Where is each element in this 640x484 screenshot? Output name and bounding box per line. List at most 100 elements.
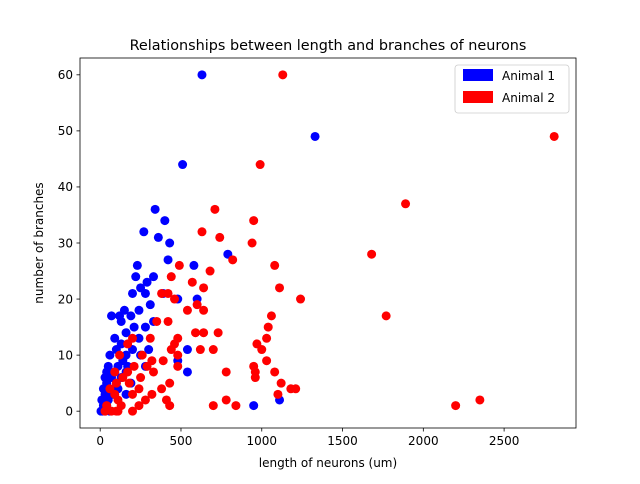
data-point-animal-2 [197, 227, 207, 237]
data-point-animal-1 [134, 333, 144, 343]
x-tick-label: 2000 [408, 434, 439, 448]
y-tick-label: 0 [65, 404, 73, 418]
data-point-animal-1 [249, 401, 259, 411]
data-point-animal-2 [266, 311, 276, 321]
data-point-animal-1 [105, 350, 115, 360]
y-axis-ticks: 0 10 20 30 40 50 60 [58, 68, 80, 418]
data-point-animal-2 [210, 204, 220, 214]
data-point-animal-1 [131, 272, 141, 282]
data-point-animal-2 [174, 260, 184, 270]
data-point-animal-1 [182, 345, 192, 355]
x-tick-label: 2500 [489, 434, 520, 448]
data-point-animal-1 [121, 328, 131, 338]
data-point-animal-2 [157, 384, 167, 394]
data-point-animal-2 [199, 328, 209, 338]
data-point-animal-1 [160, 216, 170, 226]
data-point-animal-2 [213, 328, 223, 338]
data-point-animal-2 [262, 333, 272, 343]
data-point-animal-2 [157, 288, 167, 298]
data-point-animal-1 [140, 322, 150, 332]
data-point-animal-2 [113, 406, 123, 416]
data-point-animal-2 [231, 401, 241, 411]
data-point-animal-1 [189, 260, 199, 270]
data-point-animal-2 [263, 322, 273, 332]
data-point-animal-2 [215, 232, 225, 242]
data-point-animal-1 [126, 311, 136, 321]
data-point-animal-2 [270, 260, 280, 270]
data-point-animal-2 [291, 384, 301, 394]
data-point-animal-2 [100, 406, 110, 416]
data-point-animal-2 [140, 395, 150, 405]
data-point-animal-2 [163, 316, 173, 326]
x-axis-ticks: 0 500 1000 1500 2000 2500 [96, 428, 519, 448]
x-tick-label: 1000 [246, 434, 277, 448]
x-tick-label: 1500 [327, 434, 358, 448]
data-point-animal-2 [124, 378, 134, 388]
data-point-animal-2 [170, 294, 180, 304]
data-point-animal-2 [270, 367, 280, 377]
data-point-animal-2 [137, 350, 147, 360]
data-point-animal-2 [549, 131, 559, 141]
data-point-animal-2 [147, 389, 157, 399]
data-point-animal-1 [310, 131, 320, 141]
data-point-animal-2 [173, 361, 183, 371]
data-point-animal-1 [128, 288, 138, 298]
data-point-animal-2 [191, 328, 201, 338]
data-point-animal-1 [140, 288, 150, 298]
data-point-animal-2 [451, 401, 461, 411]
y-tick-label: 60 [58, 68, 73, 82]
chart-title: Relationships between length and branche… [130, 38, 527, 54]
data-point-animal-2 [166, 345, 176, 355]
data-point-animal-1 [150, 204, 160, 214]
data-point-animal-2 [255, 160, 265, 170]
data-point-animal-2 [110, 367, 120, 377]
data-point-animal-2 [475, 395, 485, 405]
data-point-animal-2 [115, 350, 125, 360]
data-point-animal-2 [158, 356, 168, 366]
data-point-animal-2 [152, 316, 162, 326]
data-point-animal-2 [250, 373, 260, 383]
data-point-animal-2 [134, 401, 144, 411]
data-point-animal-1 [165, 238, 175, 248]
data-point-animal-2 [296, 294, 306, 304]
data-point-animal-2 [136, 373, 146, 383]
data-point-animal-1 [107, 311, 116, 321]
legend-swatch-animal-2 [463, 91, 493, 103]
x-tick-label: 500 [170, 434, 193, 448]
y-tick-label: 40 [58, 180, 73, 194]
data-point-animal-1 [144, 345, 154, 355]
legend: Animal 1 Animal 2 [454, 64, 570, 114]
data-point-animal-2 [205, 266, 215, 276]
data-point-animal-2 [228, 255, 238, 265]
data-point-animal-2 [381, 311, 391, 321]
data-point-animal-2 [128, 389, 138, 399]
data-point-animal-2 [275, 283, 285, 293]
data-point-animal-1 [163, 255, 173, 265]
y-tick-label: 10 [58, 348, 73, 362]
data-point-animal-2 [247, 238, 257, 248]
data-point-animal-1 [132, 260, 142, 270]
data-point-animal-2 [173, 350, 183, 360]
data-point-animal-2 [142, 361, 152, 371]
legend-label-animal-2: Animal 2 [502, 91, 555, 105]
data-point-animal-1 [182, 367, 192, 377]
data-point-animal-2 [262, 356, 272, 366]
data-point-animal-2 [149, 367, 159, 377]
y-tick-label: 50 [58, 124, 73, 138]
data-point-animal-2 [199, 305, 209, 315]
data-point-animal-2 [367, 249, 377, 259]
data-point-animal-2 [192, 300, 202, 310]
data-point-animal-2 [276, 378, 286, 388]
data-point-animal-2 [163, 288, 173, 298]
data-point-animal-2 [187, 277, 197, 287]
data-point-animal-2 [165, 378, 175, 388]
data-point-animal-2 [145, 333, 155, 343]
data-point-animal-2 [278, 70, 288, 80]
data-points [96, 70, 559, 416]
data-point-animal-2 [208, 401, 218, 411]
y-tick-label: 20 [58, 292, 73, 306]
data-point-animal-1 [149, 272, 159, 282]
data-point-animal-1 [178, 160, 188, 170]
